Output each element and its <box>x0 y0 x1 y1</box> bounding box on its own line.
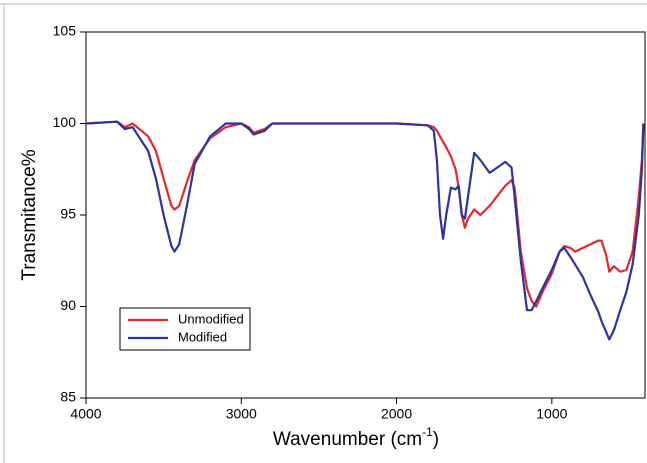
y-tick-label: 85 <box>60 389 76 405</box>
data-line <box>85 120 645 308</box>
legend-label: Unmodified <box>178 311 244 326</box>
data-line <box>85 120 645 341</box>
x-axis-label-part: ) <box>433 429 439 450</box>
y-tick-label: 90 <box>60 297 76 313</box>
y-axis-label: Transmitance% <box>19 149 40 280</box>
y-tick-label: 95 <box>60 206 76 222</box>
x-axis-label-sup: -1 <box>422 425 433 439</box>
x-axis-label: Wavenumber (cm-1) <box>273 425 439 450</box>
legend-label: Modified <box>178 329 227 344</box>
x-tick-label: 3000 <box>226 406 257 422</box>
legend-box <box>119 307 251 351</box>
x-tick-label: 1000 <box>536 406 567 422</box>
x-axis-label-part: Wavenumber (cm <box>273 429 422 450</box>
y-tick-label: 105 <box>53 23 77 39</box>
y-tick-label: 100 <box>53 114 77 130</box>
x-tick-label: 4000 <box>70 406 101 422</box>
x-tick-label: 2000 <box>381 406 412 422</box>
